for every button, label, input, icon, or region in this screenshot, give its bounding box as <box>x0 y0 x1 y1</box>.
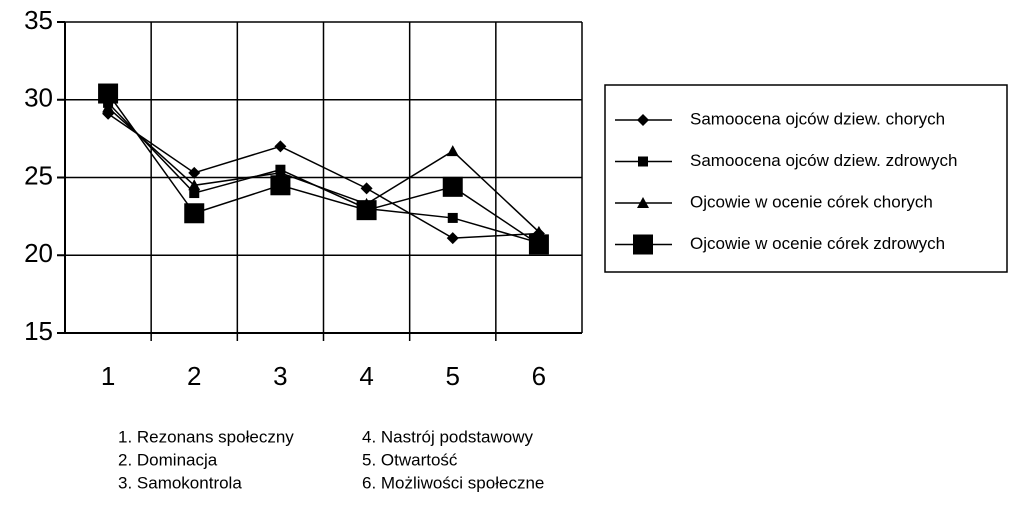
category-note: 6. Możliwości społeczne <box>362 473 544 492</box>
point <box>274 140 287 153</box>
point <box>360 182 373 195</box>
point <box>356 200 377 221</box>
legend-marker <box>638 156 648 167</box>
y-tick-label: 35 <box>24 5 53 35</box>
x-tick-label: 3 <box>273 361 287 391</box>
point <box>98 83 119 104</box>
point <box>188 166 201 179</box>
category-note: 4. Nastrój podstawowy <box>362 427 534 446</box>
point <box>102 101 115 113</box>
point <box>532 225 545 237</box>
category-note: 1. Rezonans społeczny <box>118 427 294 446</box>
legend-box <box>604 84 1008 273</box>
y-tick-label: 30 <box>24 83 53 113</box>
legend-label: Ojcowie w ocenie córek chorych <box>690 192 933 211</box>
series-line <box>107 106 540 233</box>
y-tick-label: 20 <box>24 238 53 268</box>
legend-label: Ojcowie w ocenie córek zdrowych <box>690 234 945 253</box>
point <box>274 166 287 178</box>
series-line <box>107 113 539 239</box>
y-tick-label: 15 <box>24 316 53 346</box>
category-note: 5. Otwartość <box>362 450 458 469</box>
legend-label: Samoocena ojców dziew. zdrowych <box>690 151 957 170</box>
x-tick-label: 2 <box>187 361 201 391</box>
x-tick-label: 4 <box>359 361 373 391</box>
point <box>188 179 201 191</box>
legend-marker <box>633 234 653 255</box>
point <box>189 188 200 199</box>
legend-label: Samoocena ojców dziew. chorych <box>690 109 945 128</box>
series-line <box>107 93 540 245</box>
point <box>446 145 459 157</box>
x-tick-label: 1 <box>101 361 115 391</box>
y-tick-label: 25 <box>24 160 53 190</box>
category-note: 2. Dominacja <box>118 450 218 469</box>
legend-marker <box>637 197 649 208</box>
category-note: 3. Samokontrola <box>118 473 242 492</box>
point <box>446 232 459 245</box>
point <box>270 175 291 196</box>
point <box>184 203 205 224</box>
point <box>442 176 463 197</box>
legend-marker <box>637 114 649 126</box>
point <box>447 212 458 223</box>
x-tick-label: 5 <box>446 361 460 391</box>
point <box>528 234 549 255</box>
x-tick-label: 6 <box>532 361 546 391</box>
